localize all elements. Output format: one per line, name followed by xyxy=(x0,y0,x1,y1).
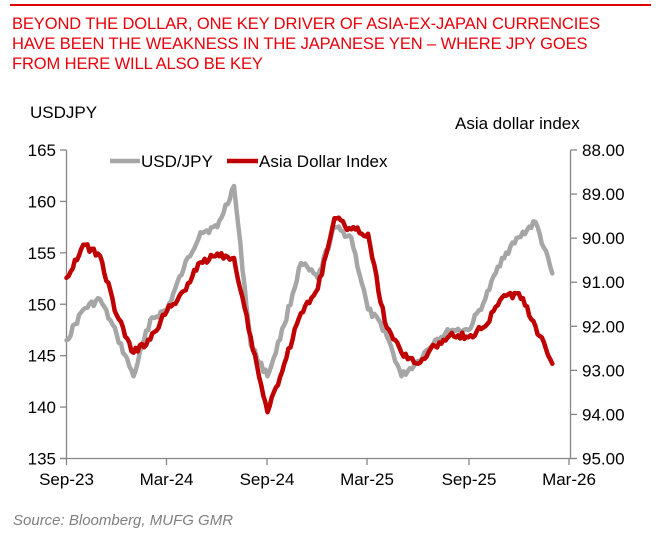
left-tick-label: 140 xyxy=(28,398,56,417)
title-line-1: BEYOND THE DOLLAR, ONE KEY DRIVER OF ASI… xyxy=(12,15,601,33)
top-divider xyxy=(10,4,651,6)
left-axis-title: USDJPY xyxy=(30,103,98,122)
right-axis-ticks: 88.00 89.00 90.00 91.00 92.00 93.00 94.00 95.00 xyxy=(570,141,625,469)
title-line-2: HAVE BEEN THE WEAKNESS IN THE JAPANESE Y… xyxy=(12,35,588,53)
legend: USD/JPY Asia Dollar Index xyxy=(110,152,388,171)
right-tick-label: 94.00 xyxy=(582,405,625,424)
right-tick-label: 93.00 xyxy=(582,361,625,380)
asia-dollar-index-line xyxy=(64,215,555,415)
x-tick-label: Sep-25 xyxy=(442,470,497,489)
left-tick-label: 135 xyxy=(28,450,56,469)
usdjpy-line xyxy=(64,183,555,379)
right-tick-label: 88.00 xyxy=(582,141,625,160)
left-tick-label: 145 xyxy=(28,347,56,366)
left-tick-label: 165 xyxy=(28,141,56,160)
left-tick-label: 155 xyxy=(28,244,56,263)
x-tick-label: Sep-24 xyxy=(240,470,295,489)
right-tick-label: 89.00 xyxy=(582,185,625,204)
x-tick-label: Mar-25 xyxy=(340,470,394,489)
x-tick-label: Mar-26 xyxy=(542,470,596,489)
left-tick-label: 160 xyxy=(28,192,56,211)
left-axis-ticks: 135 140 145 150 155 160 165 xyxy=(28,141,67,469)
right-tick-label: 91.00 xyxy=(582,273,625,292)
x-tick-label: Sep-23 xyxy=(39,470,94,489)
chart-title: BEYOND THE DOLLAR, ONE KEY DRIVER OF ASI… xyxy=(12,14,652,74)
left-tick-label: 150 xyxy=(28,295,56,314)
legend-usdjpy-label: USD/JPY xyxy=(141,152,213,171)
title-line-3: FROM HERE WILL ALSO BE KEY xyxy=(12,55,263,73)
right-tick-label: 95.00 xyxy=(582,450,625,469)
x-tick-label: Mar-24 xyxy=(140,470,194,489)
right-tick-label: 92.00 xyxy=(582,317,625,336)
right-tick-label: 90.00 xyxy=(582,229,625,248)
legend-asia-label: Asia Dollar Index xyxy=(259,152,388,171)
right-axis-title: Asia dollar index xyxy=(455,114,580,133)
source-note: Source: Bloomberg, MUFG GMR xyxy=(13,512,234,529)
x-axis-ticks: Sep-23 Mar-24 Sep-24 Mar-25 Sep-25 Mar-26 xyxy=(39,458,596,489)
